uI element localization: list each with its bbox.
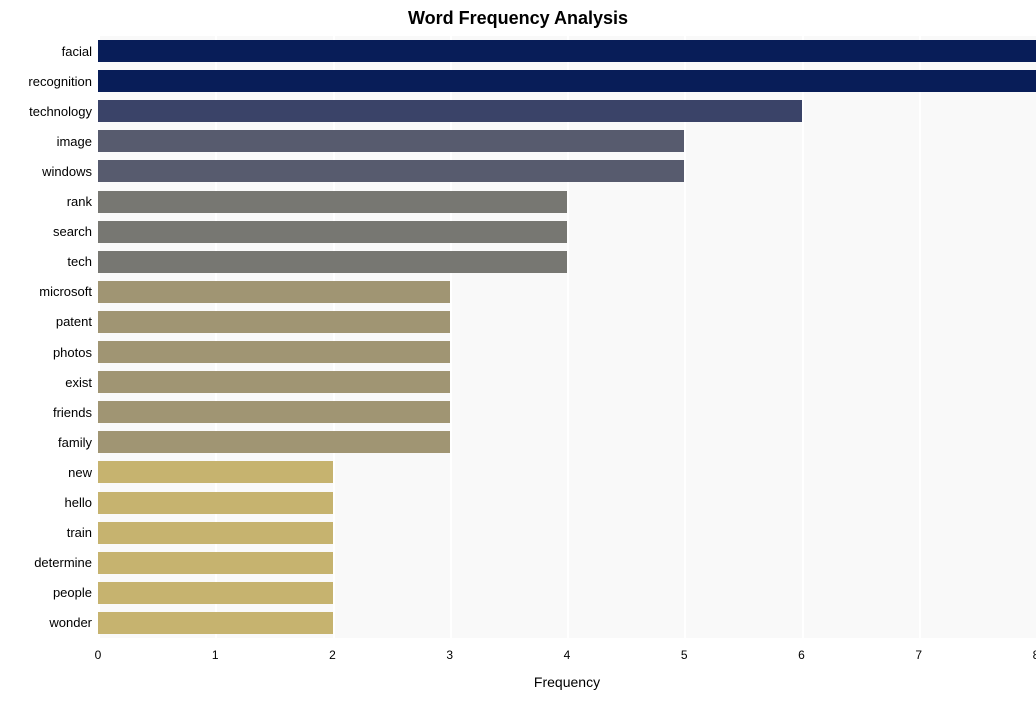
y-tick-label: wonder <box>49 616 92 629</box>
gridline <box>684 36 686 638</box>
gridline <box>98 36 100 638</box>
y-tick-label: exist <box>65 376 92 389</box>
y-tick-label: recognition <box>28 75 92 88</box>
y-tick-label: microsoft <box>39 285 92 298</box>
x-tick-label: 5 <box>681 648 688 662</box>
bar <box>98 582 333 604</box>
y-tick-label: friends <box>53 406 92 419</box>
bar <box>98 552 333 574</box>
chart-container: Word Frequency Analysis facial recognitio… <box>0 0 1036 701</box>
y-tick-label: hello <box>65 496 92 509</box>
y-tick-label: facial <box>62 45 92 58</box>
y-tick-label: rank <box>67 195 92 208</box>
gridline <box>215 36 217 638</box>
bar <box>98 130 684 152</box>
y-tick-label: people <box>53 586 92 599</box>
bar <box>98 461 333 483</box>
bar <box>98 100 802 122</box>
bar <box>98 251 567 273</box>
y-tick-label: family <box>58 436 92 449</box>
x-tick-label: 6 <box>798 648 805 662</box>
bar <box>98 221 567 243</box>
y-tick-label: windows <box>42 165 92 178</box>
bar <box>98 160 684 182</box>
bar <box>98 371 450 393</box>
bar <box>98 40 1036 62</box>
x-tick-label: 2 <box>329 648 336 662</box>
bar <box>98 281 450 303</box>
gridline <box>919 36 921 638</box>
bar <box>98 70 1036 92</box>
bar <box>98 431 450 453</box>
y-tick-label: train <box>67 526 92 539</box>
x-tick-label: 4 <box>564 648 571 662</box>
gridline <box>567 36 569 638</box>
x-tick-label: 7 <box>915 648 922 662</box>
x-tick-label: 1 <box>212 648 219 662</box>
bar <box>98 522 333 544</box>
bar <box>98 341 450 363</box>
plot-area <box>98 36 1036 638</box>
x-tick-label: 3 <box>446 648 453 662</box>
y-tick-label: tech <box>67 255 92 268</box>
bar <box>98 492 333 514</box>
y-tick-label: photos <box>53 346 92 359</box>
y-tick-label: determine <box>34 556 92 569</box>
y-tick-label: image <box>57 135 92 148</box>
x-tick-label: 0 <box>95 648 102 662</box>
y-tick-label: search <box>53 225 92 238</box>
y-tick-label: new <box>68 466 92 479</box>
bar <box>98 401 450 423</box>
x-tick-label: 8 <box>1033 648 1036 662</box>
y-tick-label: technology <box>29 105 92 118</box>
bar <box>98 191 567 213</box>
bar <box>98 311 450 333</box>
gridline <box>802 36 804 638</box>
x-axis-label: Frequency <box>98 674 1036 690</box>
gridline <box>450 36 452 638</box>
y-tick-label: patent <box>56 315 92 328</box>
bar <box>98 612 333 634</box>
gridline <box>333 36 335 638</box>
chart-title: Word Frequency Analysis <box>0 8 1036 29</box>
